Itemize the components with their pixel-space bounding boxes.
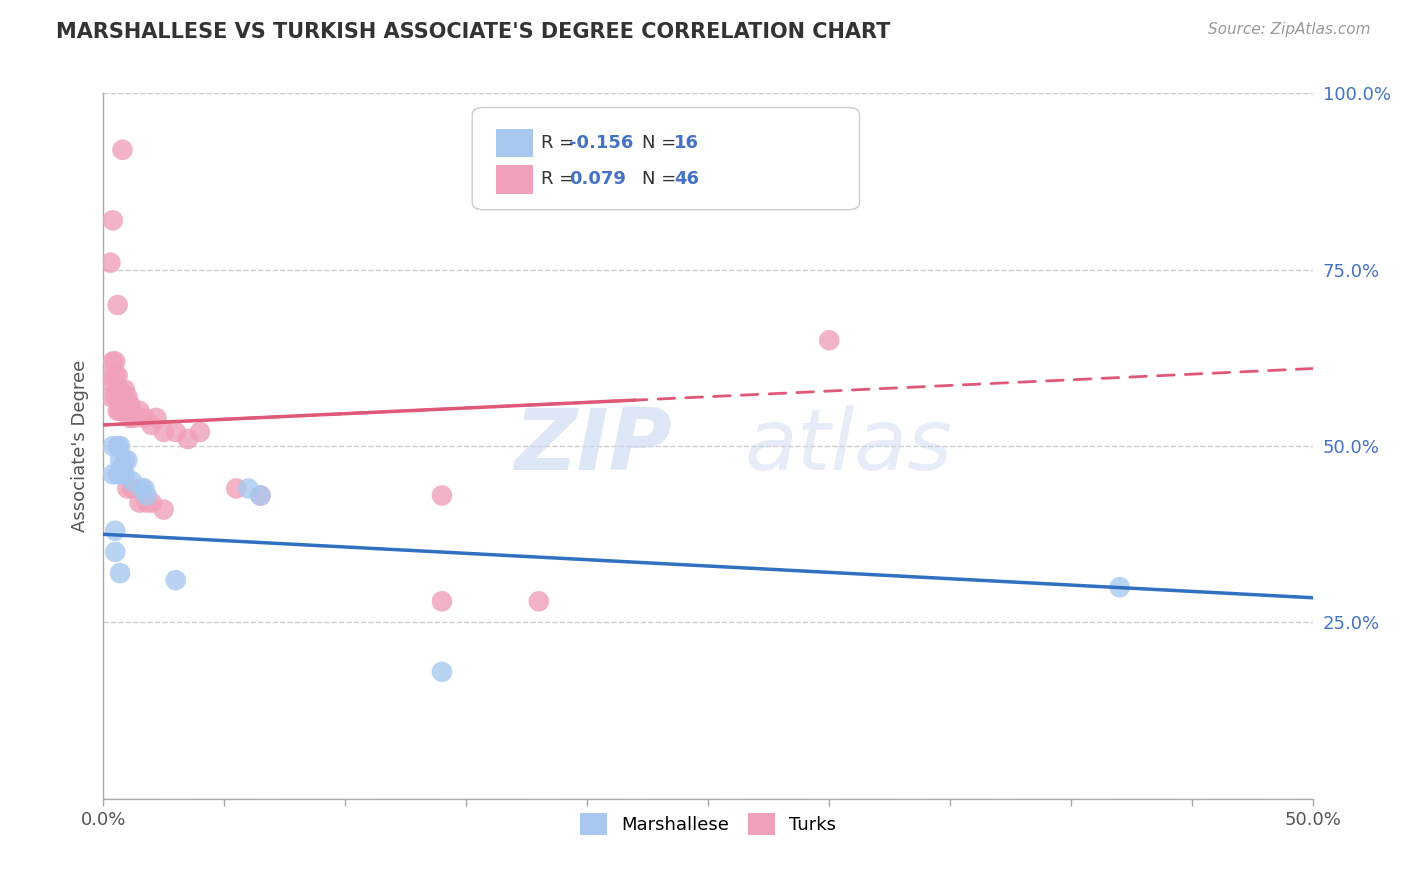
Point xyxy=(165,573,187,587)
FancyBboxPatch shape xyxy=(496,165,533,194)
Point xyxy=(134,482,156,496)
Point xyxy=(108,383,131,397)
Point xyxy=(108,453,131,467)
Point xyxy=(104,390,127,404)
Point xyxy=(108,439,131,453)
Point xyxy=(118,410,141,425)
Point xyxy=(249,488,271,502)
Point xyxy=(141,495,163,509)
Point xyxy=(101,439,124,453)
Point xyxy=(118,397,141,411)
Point xyxy=(107,467,129,482)
Text: MARSHALLESE VS TURKISH ASSOCIATE'S DEGREE CORRELATION CHART: MARSHALLESE VS TURKISH ASSOCIATE'S DEGRE… xyxy=(56,22,890,42)
Point xyxy=(104,368,127,383)
Point xyxy=(107,383,129,397)
Point xyxy=(131,482,153,496)
Point xyxy=(128,404,150,418)
Text: R =: R = xyxy=(541,170,581,188)
FancyBboxPatch shape xyxy=(496,128,533,157)
Point xyxy=(114,397,136,411)
Point xyxy=(121,404,143,418)
Point xyxy=(1108,580,1130,594)
Point xyxy=(225,482,247,496)
Point xyxy=(121,482,143,496)
Point xyxy=(107,298,129,312)
Text: 46: 46 xyxy=(675,170,699,188)
Point xyxy=(100,390,122,404)
Point xyxy=(134,410,156,425)
FancyBboxPatch shape xyxy=(472,107,859,210)
Point xyxy=(141,417,163,432)
Text: 16: 16 xyxy=(675,134,699,152)
Point xyxy=(117,453,139,467)
Text: Source: ZipAtlas.com: Source: ZipAtlas.com xyxy=(1208,22,1371,37)
Point xyxy=(117,390,139,404)
Point xyxy=(111,143,134,157)
Point xyxy=(152,502,174,516)
Point xyxy=(527,594,550,608)
Point xyxy=(177,432,200,446)
Text: N =: N = xyxy=(641,134,682,152)
Point xyxy=(117,482,139,496)
Point xyxy=(249,488,271,502)
Point xyxy=(101,376,124,390)
Point xyxy=(124,410,146,425)
Point xyxy=(107,439,129,453)
Point xyxy=(101,354,124,368)
Point xyxy=(107,404,129,418)
Point xyxy=(101,467,124,482)
Point xyxy=(165,425,187,439)
Point xyxy=(114,383,136,397)
Point xyxy=(104,354,127,368)
Point xyxy=(107,368,129,383)
Text: atlas: atlas xyxy=(745,405,952,488)
Point xyxy=(152,425,174,439)
Point xyxy=(111,390,134,404)
Point xyxy=(108,404,131,418)
Text: N =: N = xyxy=(641,170,682,188)
Point xyxy=(238,482,260,496)
Legend: Marshallese, Turks: Marshallese, Turks xyxy=(574,806,844,843)
Point xyxy=(430,488,453,502)
Point xyxy=(114,467,136,482)
Point xyxy=(121,475,143,489)
Point xyxy=(145,410,167,425)
Point xyxy=(101,213,124,227)
Point xyxy=(104,545,127,559)
Point xyxy=(135,488,157,502)
Point xyxy=(104,524,127,538)
Point xyxy=(108,566,131,580)
Point xyxy=(111,404,134,418)
Text: R =: R = xyxy=(541,134,581,152)
Text: 0.079: 0.079 xyxy=(569,170,626,188)
Point xyxy=(818,333,841,347)
Point xyxy=(135,495,157,509)
Point xyxy=(188,425,211,439)
Point xyxy=(108,397,131,411)
Y-axis label: Associate's Degree: Associate's Degree xyxy=(72,360,89,533)
Point xyxy=(117,404,139,418)
Point xyxy=(111,460,134,475)
Point xyxy=(430,665,453,679)
Point xyxy=(100,255,122,269)
Point xyxy=(100,368,122,383)
Text: ZIP: ZIP xyxy=(515,405,672,488)
Point xyxy=(128,495,150,509)
Point xyxy=(430,594,453,608)
Point xyxy=(114,453,136,467)
Text: -0.156: -0.156 xyxy=(569,134,634,152)
Point xyxy=(111,467,134,482)
